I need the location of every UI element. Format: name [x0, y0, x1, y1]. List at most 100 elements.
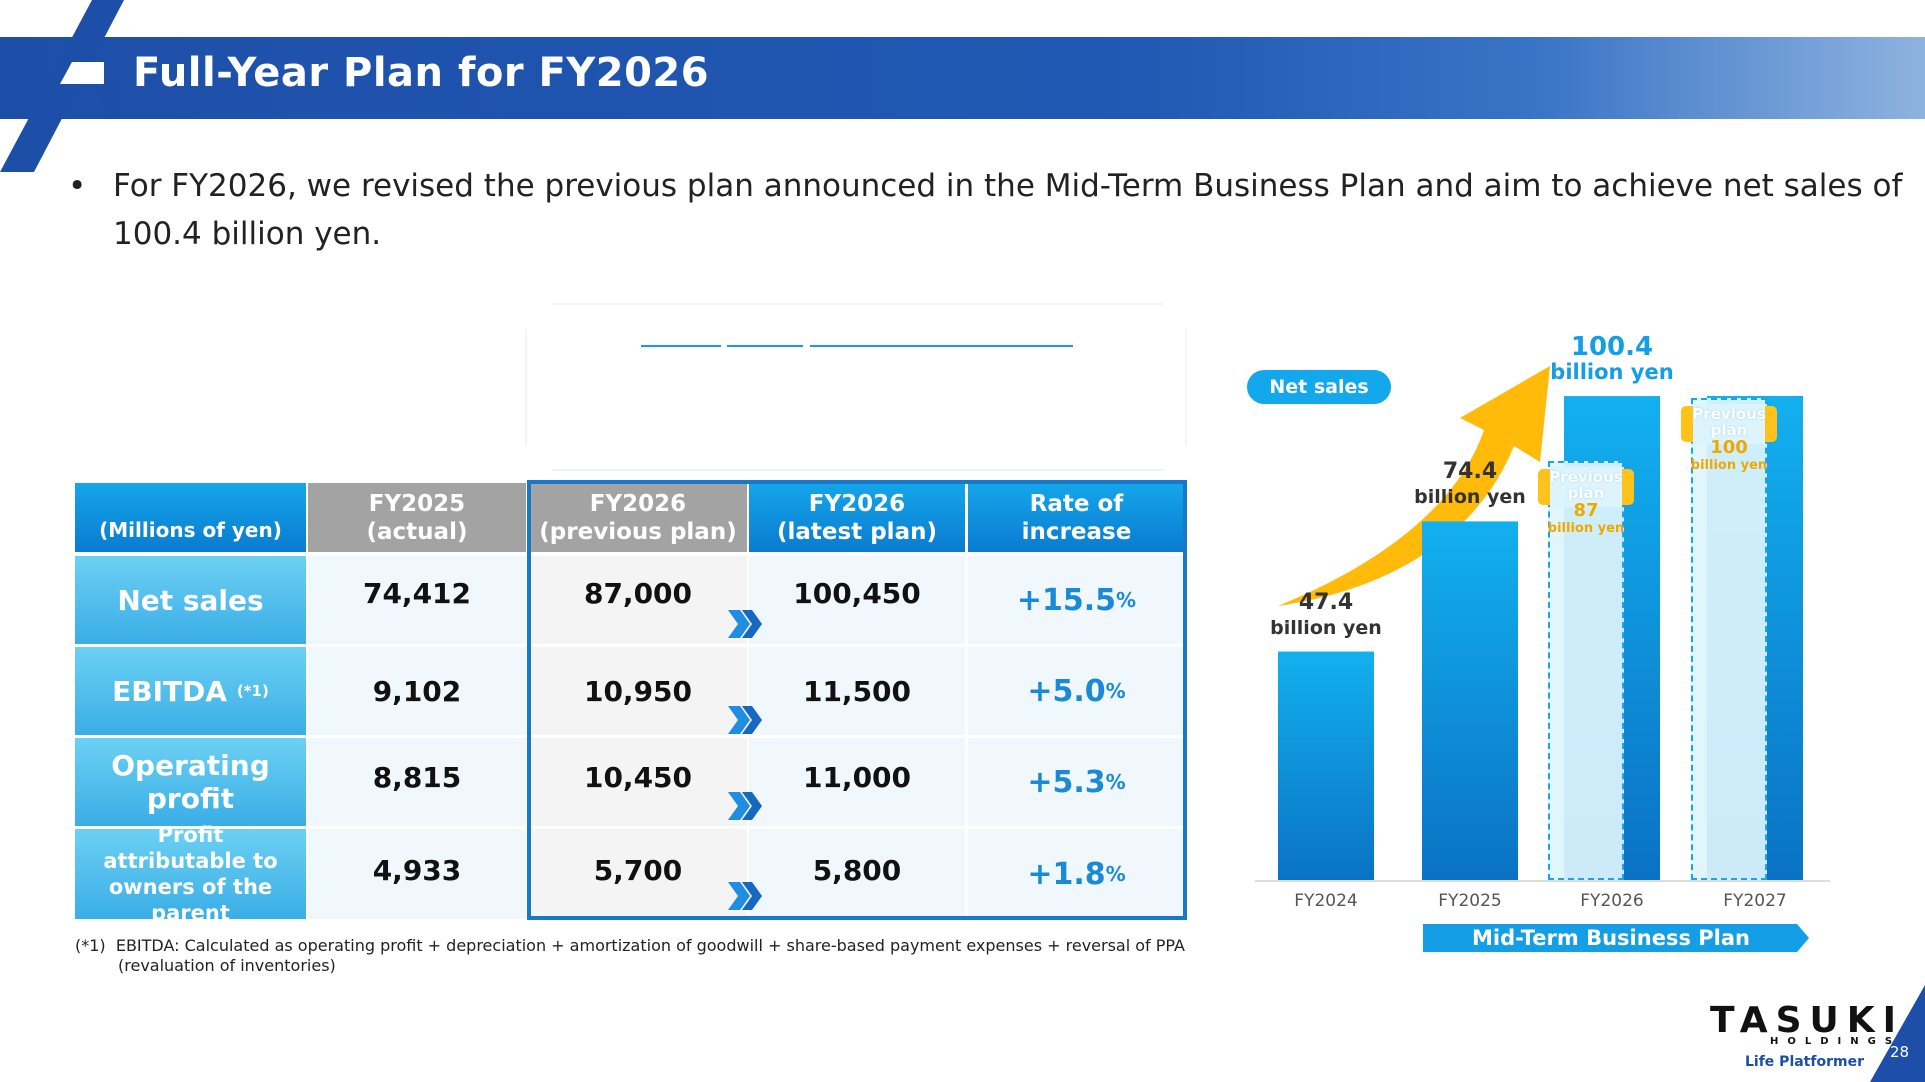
- cell-latest: 11,500: [749, 647, 965, 735]
- value: 11,000: [802, 760, 912, 794]
- col-header-fy2026-prev: FY2026 (previous plan): [529, 483, 747, 552]
- col-header-line2: increase: [1021, 518, 1132, 545]
- value: +15.5: [1016, 582, 1117, 618]
- brand-sub: HOLDINGS: [1770, 1036, 1902, 1047]
- cell-prev: 87,000: [529, 556, 747, 644]
- previous-plan-label: Previous plan: [1692, 405, 1766, 439]
- percent-sign: %: [1105, 770, 1126, 794]
- cell-prev: 5,700: [529, 829, 747, 919]
- cell-fy2025: 4,933: [308, 829, 526, 919]
- corner-accent: [1870, 985, 1925, 1082]
- cell-fy2025: 9,102: [308, 647, 526, 735]
- col-header-line2: (actual): [366, 518, 468, 545]
- cell-latest: 5,800: [749, 829, 965, 919]
- value: 4,933: [372, 853, 462, 887]
- col-header-line1: FY2026: [589, 490, 687, 517]
- net-sales-chart: [1255, 366, 1830, 882]
- bar-fy2025: [1422, 521, 1518, 880]
- value: 11,500: [802, 674, 912, 708]
- row-label-ebitda: EBITDA (*1): [75, 647, 306, 735]
- row-label-profit-attributable: Profit attributable to owners of the par…: [75, 823, 306, 925]
- previous-plan-label: Previous plan: [1549, 467, 1623, 502]
- cell-fy2025: 8,815: [308, 738, 526, 826]
- net-sales-pill: Net sales: [1247, 370, 1391, 404]
- value-unit: billion yen: [1550, 360, 1674, 385]
- tick-label: FY2025: [1438, 891, 1502, 911]
- row-label: EBITDA: [112, 674, 228, 708]
- row-label: Net sales: [117, 583, 264, 617]
- value: +5.0: [1027, 673, 1106, 709]
- value-label: 47.4: [1298, 589, 1354, 615]
- mid-term-bracket: [1423, 924, 1809, 952]
- previous-plan-unit: billion yen: [1547, 520, 1625, 536]
- col-header-line1: FY2025: [368, 490, 466, 517]
- tick-label: FY2026: [1580, 891, 1644, 911]
- row-label-net-sales: Net sales: [75, 556, 306, 644]
- page-title: Full-Year Plan for FY2026: [133, 50, 710, 96]
- page-number: 28: [1890, 1043, 1910, 1061]
- previous-plan-value: 100: [1710, 437, 1748, 458]
- decorative-lines: [525, 303, 1187, 471]
- col-header-fy2026-latest: FY2026 (latest plan): [749, 483, 965, 552]
- summary-text: For FY2026, we revised the previous plan…: [113, 168, 1903, 252]
- brand-name: TASUKI: [1710, 1000, 1905, 1041]
- value: 10,450: [583, 760, 693, 794]
- value-label: 74.4: [1442, 459, 1498, 485]
- previous-plan-box: [1691, 398, 1767, 880]
- col-header-line2: (latest plan): [777, 518, 937, 545]
- header-bar: [0, 37, 1925, 119]
- footnote-marker: (*1): [75, 936, 106, 955]
- value: 74,412: [362, 576, 472, 610]
- cell-rate: +5.0%: [968, 647, 1185, 735]
- percent-sign: %: [1105, 862, 1126, 886]
- value: 87,000: [583, 576, 693, 610]
- col-header-rate: Rate of increase: [968, 483, 1185, 552]
- row-note: (*1): [236, 682, 269, 700]
- previous-plan-unit: billion yen: [1690, 458, 1768, 473]
- tick-label: FY2024: [1294, 891, 1358, 911]
- footnote-line2: (revaluation of inventories): [118, 956, 336, 975]
- unit-header: (Millions of yen): [75, 483, 306, 552]
- percent-sign: %: [1116, 588, 1137, 612]
- footnote-line1: EBITDA: Calculated as operating profit +…: [115, 936, 1185, 955]
- cell-fy2025: 74,412: [308, 556, 526, 644]
- cell-rate: +1.8%: [968, 829, 1185, 919]
- tick-label: FY2027: [1723, 891, 1787, 911]
- col-header-line2: (previous plan): [539, 518, 737, 545]
- cell-rate: +5.3%: [968, 738, 1185, 826]
- mid-term-label: Mid-Term Business Plan: [1472, 926, 1750, 950]
- row-label-operating-profit: Operating profit: [75, 738, 306, 826]
- cell-rate: +15.5%: [968, 556, 1185, 644]
- cell-latest: 11,000: [749, 738, 965, 826]
- previous-plan-value: 87: [1573, 499, 1599, 521]
- cell-prev: 10,450: [529, 738, 747, 826]
- brand-a-mark-icon: [0, 0, 124, 172]
- previous-plan-tag-cover: [1550, 466, 1622, 507]
- percent-sign: %: [1105, 679, 1126, 703]
- bar-fy2024: [1278, 651, 1374, 880]
- growth-arrow-icon: [1278, 366, 1550, 606]
- col-header-fy2025: FY2025 (actual): [308, 483, 526, 552]
- value-unit: billion yen: [1414, 486, 1526, 509]
- previous-plan-tag-cover: [1693, 404, 1765, 444]
- cell-prev: 10,950: [529, 647, 747, 735]
- value: +1.8: [1027, 856, 1106, 892]
- footnote: (*1) EBITDA: Calculated as operating pro…: [75, 936, 1185, 976]
- chevron-arrows-icon: [728, 610, 762, 910]
- value: +5.3: [1027, 764, 1106, 800]
- value: 5,800: [812, 853, 902, 887]
- col-header-line1: Rate of: [1029, 490, 1124, 517]
- row-label: Operating profit: [111, 749, 270, 815]
- value: 5,700: [593, 853, 683, 887]
- row-label: Profit attributable to owners of the par…: [103, 823, 278, 925]
- value-label: 100.4: [1570, 332, 1654, 363]
- value: 8,815: [372, 760, 462, 794]
- bullet-dot: •: [68, 168, 87, 204]
- value-unit: billion yen: [1270, 616, 1382, 639]
- value: 10,950: [583, 674, 693, 708]
- col-header-line1: FY2026: [808, 490, 906, 517]
- cell-latest: 100,450: [749, 556, 965, 644]
- unit-label: (Millions of yen): [99, 518, 282, 542]
- previous-plan-box: [1548, 460, 1624, 880]
- value: 9,102: [372, 674, 462, 708]
